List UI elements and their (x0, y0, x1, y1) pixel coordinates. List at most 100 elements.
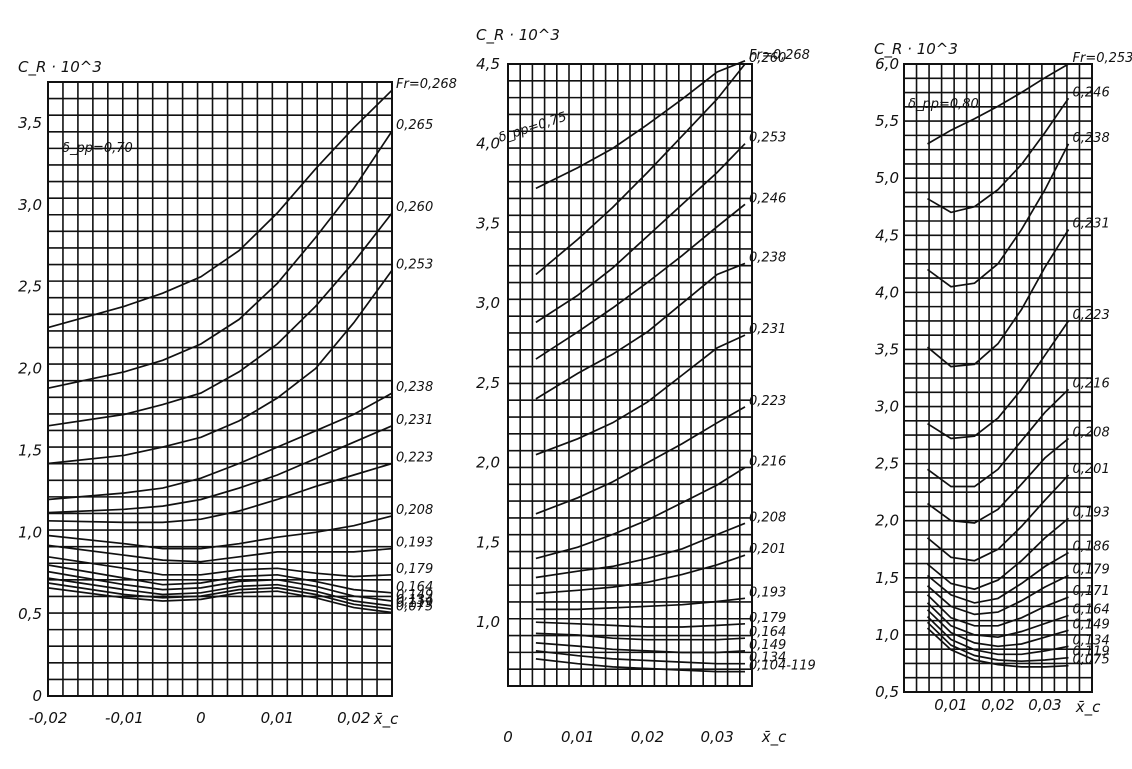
y-tick-label: 3,0 (875, 398, 899, 416)
series-label: 0,149 (1073, 617, 1110, 632)
series-label: 0,208 (1073, 426, 1110, 441)
series-label: 0,260 (396, 200, 433, 215)
series-label: 0,171 (1073, 584, 1110, 599)
y-tick-label: 0,5 (18, 605, 42, 623)
y-tick-label: 5,5 (875, 112, 899, 130)
series-line (535, 60, 746, 190)
series-line (47, 582, 393, 611)
series-label: 0,265 (396, 118, 433, 133)
series-line (926, 621, 1069, 663)
y-tick-label: 3,5 (875, 340, 899, 358)
plot-frame (47, 81, 393, 697)
plot-frame (903, 63, 1093, 693)
series-label: 0,216 (749, 455, 786, 470)
series-label: 0,104-119 (749, 659, 816, 674)
series-label: 0,260 (749, 51, 786, 66)
series-label: 0,246 (1073, 85, 1110, 100)
y-tick-label: 2,0 (476, 454, 500, 472)
series-label: Fr=0,253 (1073, 51, 1132, 66)
series-label: 0,208 (749, 510, 786, 525)
series-line (535, 406, 746, 515)
series-label: 0,253 (749, 131, 786, 146)
y-tick-label: 4,0 (476, 135, 500, 153)
y-tick-label: 4,0 (875, 283, 899, 301)
series-line (535, 203, 746, 360)
series-line (926, 517, 1070, 591)
series-label: 0,238 (396, 380, 433, 395)
series-line (47, 564, 393, 594)
series-line (47, 570, 393, 602)
series-line (47, 515, 393, 550)
x-tick-label: 0,02 (981, 696, 1014, 714)
series-line (926, 143, 1070, 288)
series-line (926, 602, 1069, 639)
series-label: 0,186 (1073, 540, 1110, 555)
series-label: 0,179 (1073, 563, 1110, 578)
series-label: Fr=0,268 (749, 48, 810, 63)
series-line (47, 425, 393, 514)
series-line (535, 658, 745, 673)
series-line (535, 466, 746, 560)
y-tick-label: 2,5 (476, 374, 500, 392)
x-tick-label: 0 (196, 709, 206, 727)
series-line (926, 615, 1069, 656)
series-line (535, 621, 746, 628)
y-tick-label: 2,5 (875, 455, 899, 473)
y-tick-label: 2,0 (875, 512, 899, 530)
plot-frame (507, 63, 753, 687)
x-tick-label: 0,02 (631, 728, 664, 746)
series-line (926, 229, 1070, 368)
y-tick-label: 1,0 (18, 523, 42, 541)
y-tick-label: 2,0 (18, 360, 42, 378)
y-tick-label: 6,0 (875, 55, 899, 73)
series-line (926, 574, 1069, 616)
series-line (926, 551, 1069, 604)
series-label: 0,231 (1073, 217, 1110, 232)
series-line (47, 577, 393, 607)
chart-panel-2: 1,0 1,5 2,0 2,5 3,0 3,5 4,0 4,5 0 0,01 0,02 0,03 C_R… (476, 26, 816, 747)
y-tick-label: 2,5 (18, 278, 42, 296)
series-line (47, 89, 393, 329)
y-tick-label: 3,5 (18, 114, 42, 132)
series-label: 0,216 (1073, 376, 1110, 391)
series-line (926, 474, 1070, 562)
series-line (535, 632, 746, 641)
x-tick-label: 0,03 (1028, 696, 1061, 714)
x-tick-label: -0,01 (105, 709, 144, 727)
series-line (47, 587, 393, 614)
series-label: 0,119 (1073, 645, 1110, 660)
series-label: 0,134 (396, 593, 433, 608)
series-label: 0,075 (1073, 653, 1110, 668)
series-line (926, 437, 1070, 524)
series-label: 0,119 (396, 596, 433, 611)
y-tick-label: 1,5 (875, 569, 899, 587)
series-label: 0,179 (749, 611, 786, 626)
series-line (535, 63, 746, 276)
x-tick-label: 0,01 (261, 709, 294, 727)
parameter-label: δ_pp=0,80 (908, 97, 979, 112)
series-line (47, 212, 393, 427)
x-tick-label: 0 (503, 728, 513, 746)
y-tick-label: 0 (32, 687, 42, 705)
series-line (927, 63, 1069, 145)
parameter-label: δ_pp=0,70 (62, 141, 133, 156)
series-label: 0,164 (749, 625, 786, 640)
y-tick-label: 3,0 (18, 196, 42, 214)
series-line (926, 388, 1070, 488)
series-label: 0,164 (396, 580, 433, 595)
series-label: 0,134 (749, 651, 786, 666)
series-line (535, 597, 746, 611)
series-line (535, 642, 746, 654)
series-label: 0,075 (396, 599, 433, 614)
series-label: 0,223 (749, 394, 786, 409)
series-label: 0,193 (749, 585, 786, 600)
series-label: 0,149 (396, 588, 433, 603)
x-axis-title: x̄_c (1075, 698, 1101, 717)
series-line (926, 609, 1069, 648)
series-label: 0,231 (749, 322, 786, 337)
series-line (926, 594, 1069, 627)
series-label: 0,246 (749, 191, 786, 206)
y-tick-label: 4,5 (476, 55, 500, 73)
series-label: 0,223 (396, 450, 433, 465)
